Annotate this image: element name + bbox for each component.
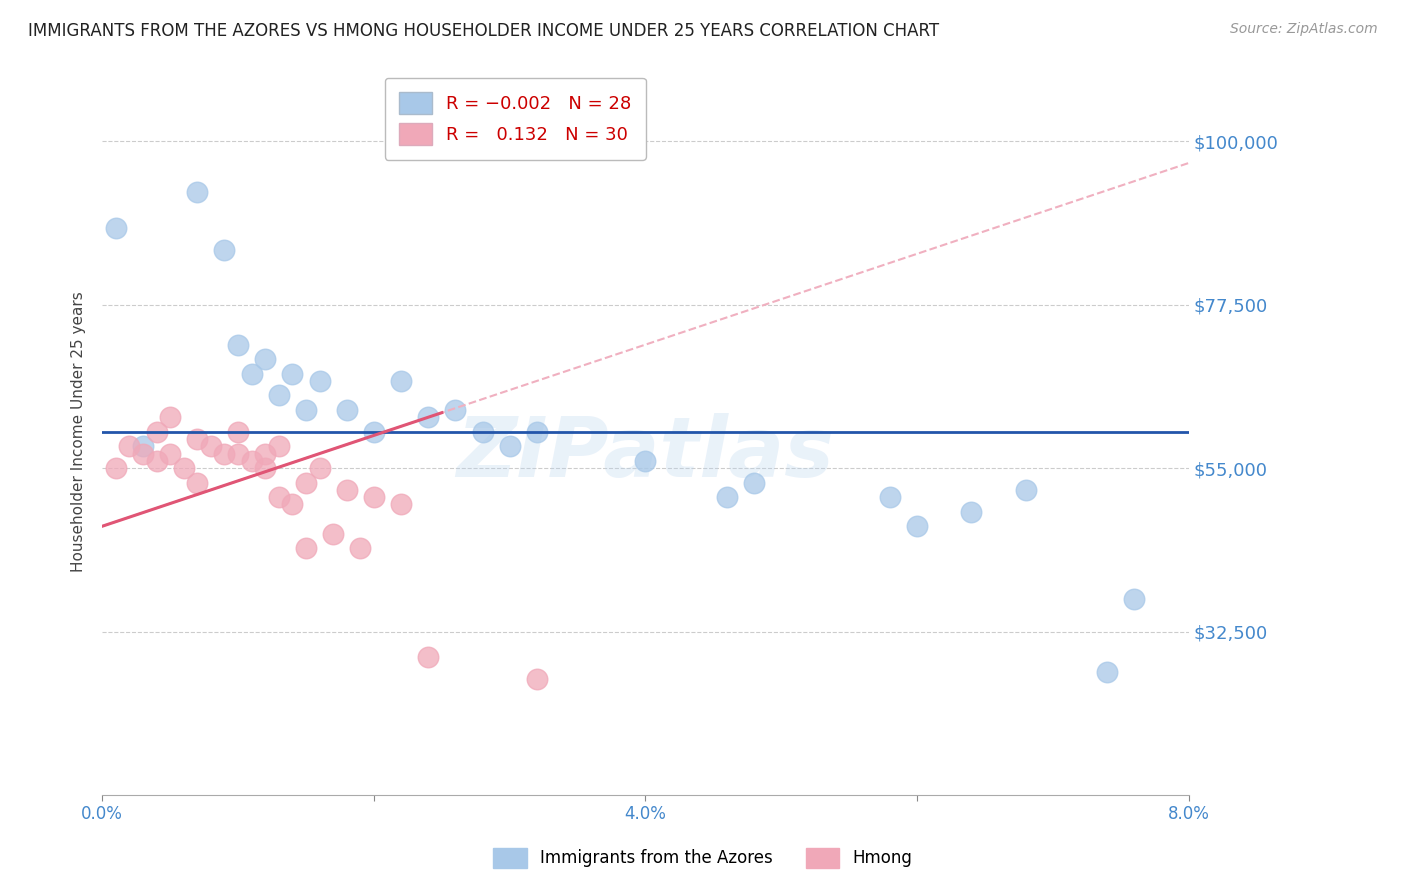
Text: Source: ZipAtlas.com: Source: ZipAtlas.com [1230,22,1378,37]
Point [118,439,141,453]
Point [363,425,385,439]
Point [1097,665,1119,679]
Point [322,526,344,541]
Point [267,490,290,504]
Legend: Immigrants from the Azores, Hmong: Immigrants from the Azores, Hmong [486,841,920,875]
Point [471,425,494,439]
Point [132,439,155,453]
Point [159,447,181,461]
Point [742,475,765,490]
Point [363,490,385,504]
Point [418,410,440,425]
Point [254,447,277,461]
Point [186,475,208,490]
Point [444,403,467,417]
Point [526,425,548,439]
Point [389,374,412,388]
Point [349,541,371,555]
Point [240,454,263,468]
Y-axis label: Householder Income Under 25 years: Householder Income Under 25 years [72,292,86,572]
Point [186,432,208,446]
Point [389,498,412,512]
Text: ZIPatlas: ZIPatlas [457,413,834,494]
Point [336,483,359,497]
Point [145,454,167,468]
Point [214,243,236,257]
Point [418,650,440,665]
Point [295,475,318,490]
Point [308,374,330,388]
Point [145,425,167,439]
Point [267,439,290,453]
Point [1123,591,1146,606]
Point [281,367,304,381]
Point [104,461,127,475]
Legend: R = −0.002   N = 28, R =   0.132   N = 30: R = −0.002 N = 28, R = 0.132 N = 30 [385,78,645,160]
Point [634,454,657,468]
Point [295,403,318,417]
Point [499,439,522,453]
Point [716,490,738,504]
Point [200,439,222,453]
Point [226,425,249,439]
Point [879,490,901,504]
Text: IMMIGRANTS FROM THE AZORES VS HMONG HOUSEHOLDER INCOME UNDER 25 YEARS CORRELATIO: IMMIGRANTS FROM THE AZORES VS HMONG HOUS… [28,22,939,40]
Point [173,461,195,475]
Point [104,221,127,235]
Point [240,367,263,381]
Point [226,447,249,461]
Point [132,447,155,461]
Point [267,388,290,402]
Point [254,352,277,367]
Point [254,461,277,475]
Point [1015,483,1038,497]
Point [960,505,983,519]
Point [186,185,208,199]
Point [214,447,236,461]
Point [526,672,548,686]
Point [336,403,359,417]
Point [308,461,330,475]
Point [159,410,181,425]
Point [281,498,304,512]
Point [226,337,249,351]
Point [295,541,318,555]
Point [905,519,928,533]
